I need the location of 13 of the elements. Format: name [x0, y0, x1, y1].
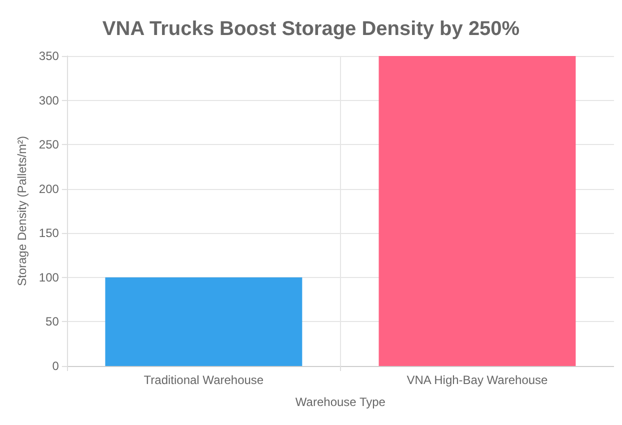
y-axis-title: Storage Density (Pallets/m²)	[15, 136, 29, 286]
x-tick-label: VNA High-Bay Warehouse	[406, 373, 548, 387]
y-tick-label: 300	[38, 93, 60, 108]
y-tick-label: 250	[38, 138, 60, 152]
chart-title: VNA Trucks Boost Storage Density by 250%	[102, 18, 520, 40]
x-axis-title: Warehouse Type	[295, 395, 386, 409]
x-tick-label: Traditional Warehouse	[144, 373, 264, 387]
y-tick-label: 200	[38, 182, 60, 196]
y-tick-label: 350	[38, 49, 60, 63]
y-tick-label: 50	[46, 314, 60, 329]
y-tick-label: 150	[38, 226, 60, 240]
y-tick-label: 100	[38, 270, 60, 284]
y-tick-label: 0	[52, 359, 60, 373]
